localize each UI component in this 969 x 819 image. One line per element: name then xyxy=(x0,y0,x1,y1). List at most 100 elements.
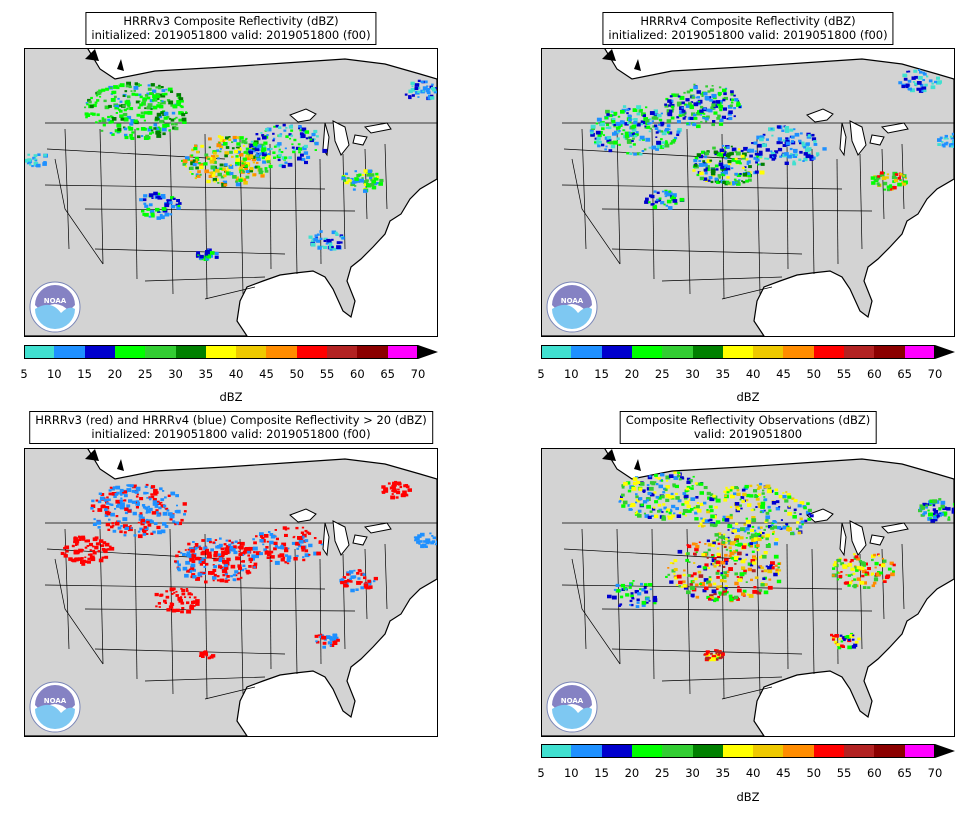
noaa-logo-text: NOAA xyxy=(44,697,67,705)
reflectivity-pixel xyxy=(137,534,143,539)
reflectivity-pixel xyxy=(678,511,682,514)
reflectivity-pixel xyxy=(156,112,162,117)
reflectivity-pixel xyxy=(315,640,318,643)
state-border xyxy=(571,558,621,665)
reflectivity-pixel xyxy=(157,86,162,90)
reflectivity-pixel xyxy=(215,167,219,170)
reflectivity-pixel xyxy=(113,85,118,89)
reflectivity-pixel xyxy=(876,182,880,185)
reflectivity-pixel xyxy=(673,559,678,563)
reflectivity-pixel xyxy=(801,141,805,145)
reflectivity-pixel xyxy=(739,576,743,580)
reflectivity-pixel xyxy=(217,182,220,184)
reflectivity-pixel xyxy=(316,239,320,243)
reflectivity-pixel xyxy=(792,162,797,166)
reflectivity-pixel xyxy=(124,117,127,120)
reflectivity-pixel xyxy=(729,551,735,556)
reflectivity-pixel xyxy=(111,91,115,95)
reflectivity-pixel xyxy=(145,518,149,521)
reflectivity-pixel xyxy=(756,495,759,498)
reflectivity-pixel xyxy=(679,106,684,111)
panel1-map[interactable]: NOAA xyxy=(24,48,438,337)
reflectivity-pixel xyxy=(746,593,750,596)
reflectivity-pixel xyxy=(774,488,779,492)
reflectivity-pixel xyxy=(596,117,602,122)
reflectivity-pixel xyxy=(370,179,373,182)
reflectivity-pixel xyxy=(303,130,306,133)
reflectivity-pixel xyxy=(331,230,337,235)
reflectivity-pixel xyxy=(285,126,288,129)
reflectivity-pixel xyxy=(414,86,419,90)
reflectivity-pixel xyxy=(695,583,699,587)
reflectivity-pixel xyxy=(731,181,737,185)
state-border xyxy=(319,558,322,665)
reflectivity-pixel xyxy=(674,484,679,489)
reflectivity-pixel xyxy=(247,172,250,175)
reflectivity-pixel xyxy=(732,596,736,600)
colorbar-segment xyxy=(874,744,906,758)
reflectivity-pixel xyxy=(673,512,676,515)
reflectivity-pixel xyxy=(725,488,731,493)
reflectivity-pixel xyxy=(776,125,781,129)
reflectivity-pixel xyxy=(760,566,764,570)
reflectivity-pixel xyxy=(657,198,662,202)
reflectivity-pixel xyxy=(146,92,150,96)
reflectivity-pixel xyxy=(167,87,173,92)
reflectivity-pixel xyxy=(775,507,780,511)
reflectivity-pixel xyxy=(797,531,802,535)
reflectivity-pixel xyxy=(937,138,942,142)
reflectivity-pixel xyxy=(888,187,892,191)
reflectivity-pixel xyxy=(658,484,663,489)
reflectivity-pixel xyxy=(831,574,835,577)
reflectivity-pixel xyxy=(344,180,349,185)
reflectivity-pixel xyxy=(953,505,954,508)
reflectivity-pixel xyxy=(155,86,159,89)
reflectivity-pixel xyxy=(703,486,708,490)
panel3-map[interactable]: NOAA xyxy=(24,448,438,737)
colorbar-tick-label: 55 xyxy=(836,367,852,381)
panel4-map[interactable]: NOAA xyxy=(541,448,955,737)
reflectivity-pixel xyxy=(657,509,661,513)
reflectivity-pixel xyxy=(182,159,188,164)
colorbar-segment xyxy=(813,744,845,758)
reflectivity-pixel xyxy=(654,204,657,207)
reflectivity-pixel xyxy=(807,152,811,156)
reflectivity-pixel xyxy=(761,492,765,495)
reflectivity-pixel xyxy=(229,164,232,167)
reflectivity-pixel xyxy=(404,484,409,487)
reflectivity-pixel xyxy=(140,521,145,526)
reflectivity-pixel xyxy=(154,126,160,131)
reflectivity-pixel xyxy=(184,165,187,168)
reflectivity-pixel xyxy=(235,182,241,187)
reflectivity-pixel xyxy=(769,154,775,159)
reflectivity-pixel xyxy=(95,121,98,124)
reflectivity-pixel xyxy=(190,567,193,569)
reflectivity-pixel xyxy=(771,524,774,526)
reflectivity-pixel xyxy=(765,138,769,141)
reflectivity-pixel xyxy=(922,502,927,507)
reflectivity-pixel xyxy=(215,154,219,158)
reflectivity-pixel xyxy=(33,161,39,166)
coastline-islands xyxy=(602,49,641,71)
reflectivity-pixel xyxy=(411,85,414,88)
reflectivity-pixel xyxy=(232,135,237,140)
reflectivity-pixel xyxy=(771,501,777,505)
coastline-islands xyxy=(602,449,641,471)
reflectivity-pixel xyxy=(368,585,373,589)
reflectivity-pixel xyxy=(178,111,183,115)
reflectivity-pixel xyxy=(373,182,378,186)
reflectivity-pixel xyxy=(651,482,656,486)
reflectivity-pixel xyxy=(299,129,303,132)
reflectivity-pixel xyxy=(637,509,642,513)
reflectivity-pixel xyxy=(297,156,302,161)
reflectivity-pixel xyxy=(724,146,727,149)
reflectivity-pixel xyxy=(652,125,656,128)
reflectivity-pixel xyxy=(676,574,682,579)
reflectivity-pixel xyxy=(756,576,759,579)
reflectivity-pixel xyxy=(922,514,925,517)
panel2-map[interactable]: NOAA xyxy=(541,48,955,337)
reflectivity-pixel xyxy=(241,560,245,563)
reflectivity-pixel xyxy=(707,543,712,547)
reflectivity-pixel xyxy=(188,547,192,550)
reflectivity-pixel xyxy=(718,656,722,660)
